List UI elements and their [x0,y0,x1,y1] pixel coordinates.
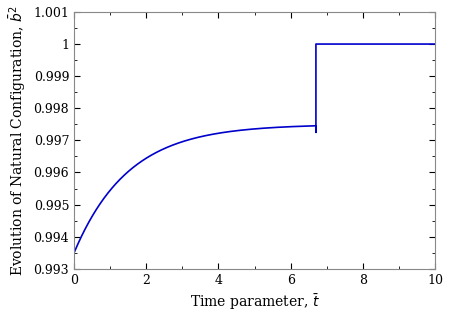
X-axis label: Time parameter, $\bar{t}$: Time parameter, $\bar{t}$ [189,292,320,312]
Y-axis label: Evolution of Natural Configuration, $\bar{b}^2$: Evolution of Natural Configuration, $\ba… [7,5,28,276]
